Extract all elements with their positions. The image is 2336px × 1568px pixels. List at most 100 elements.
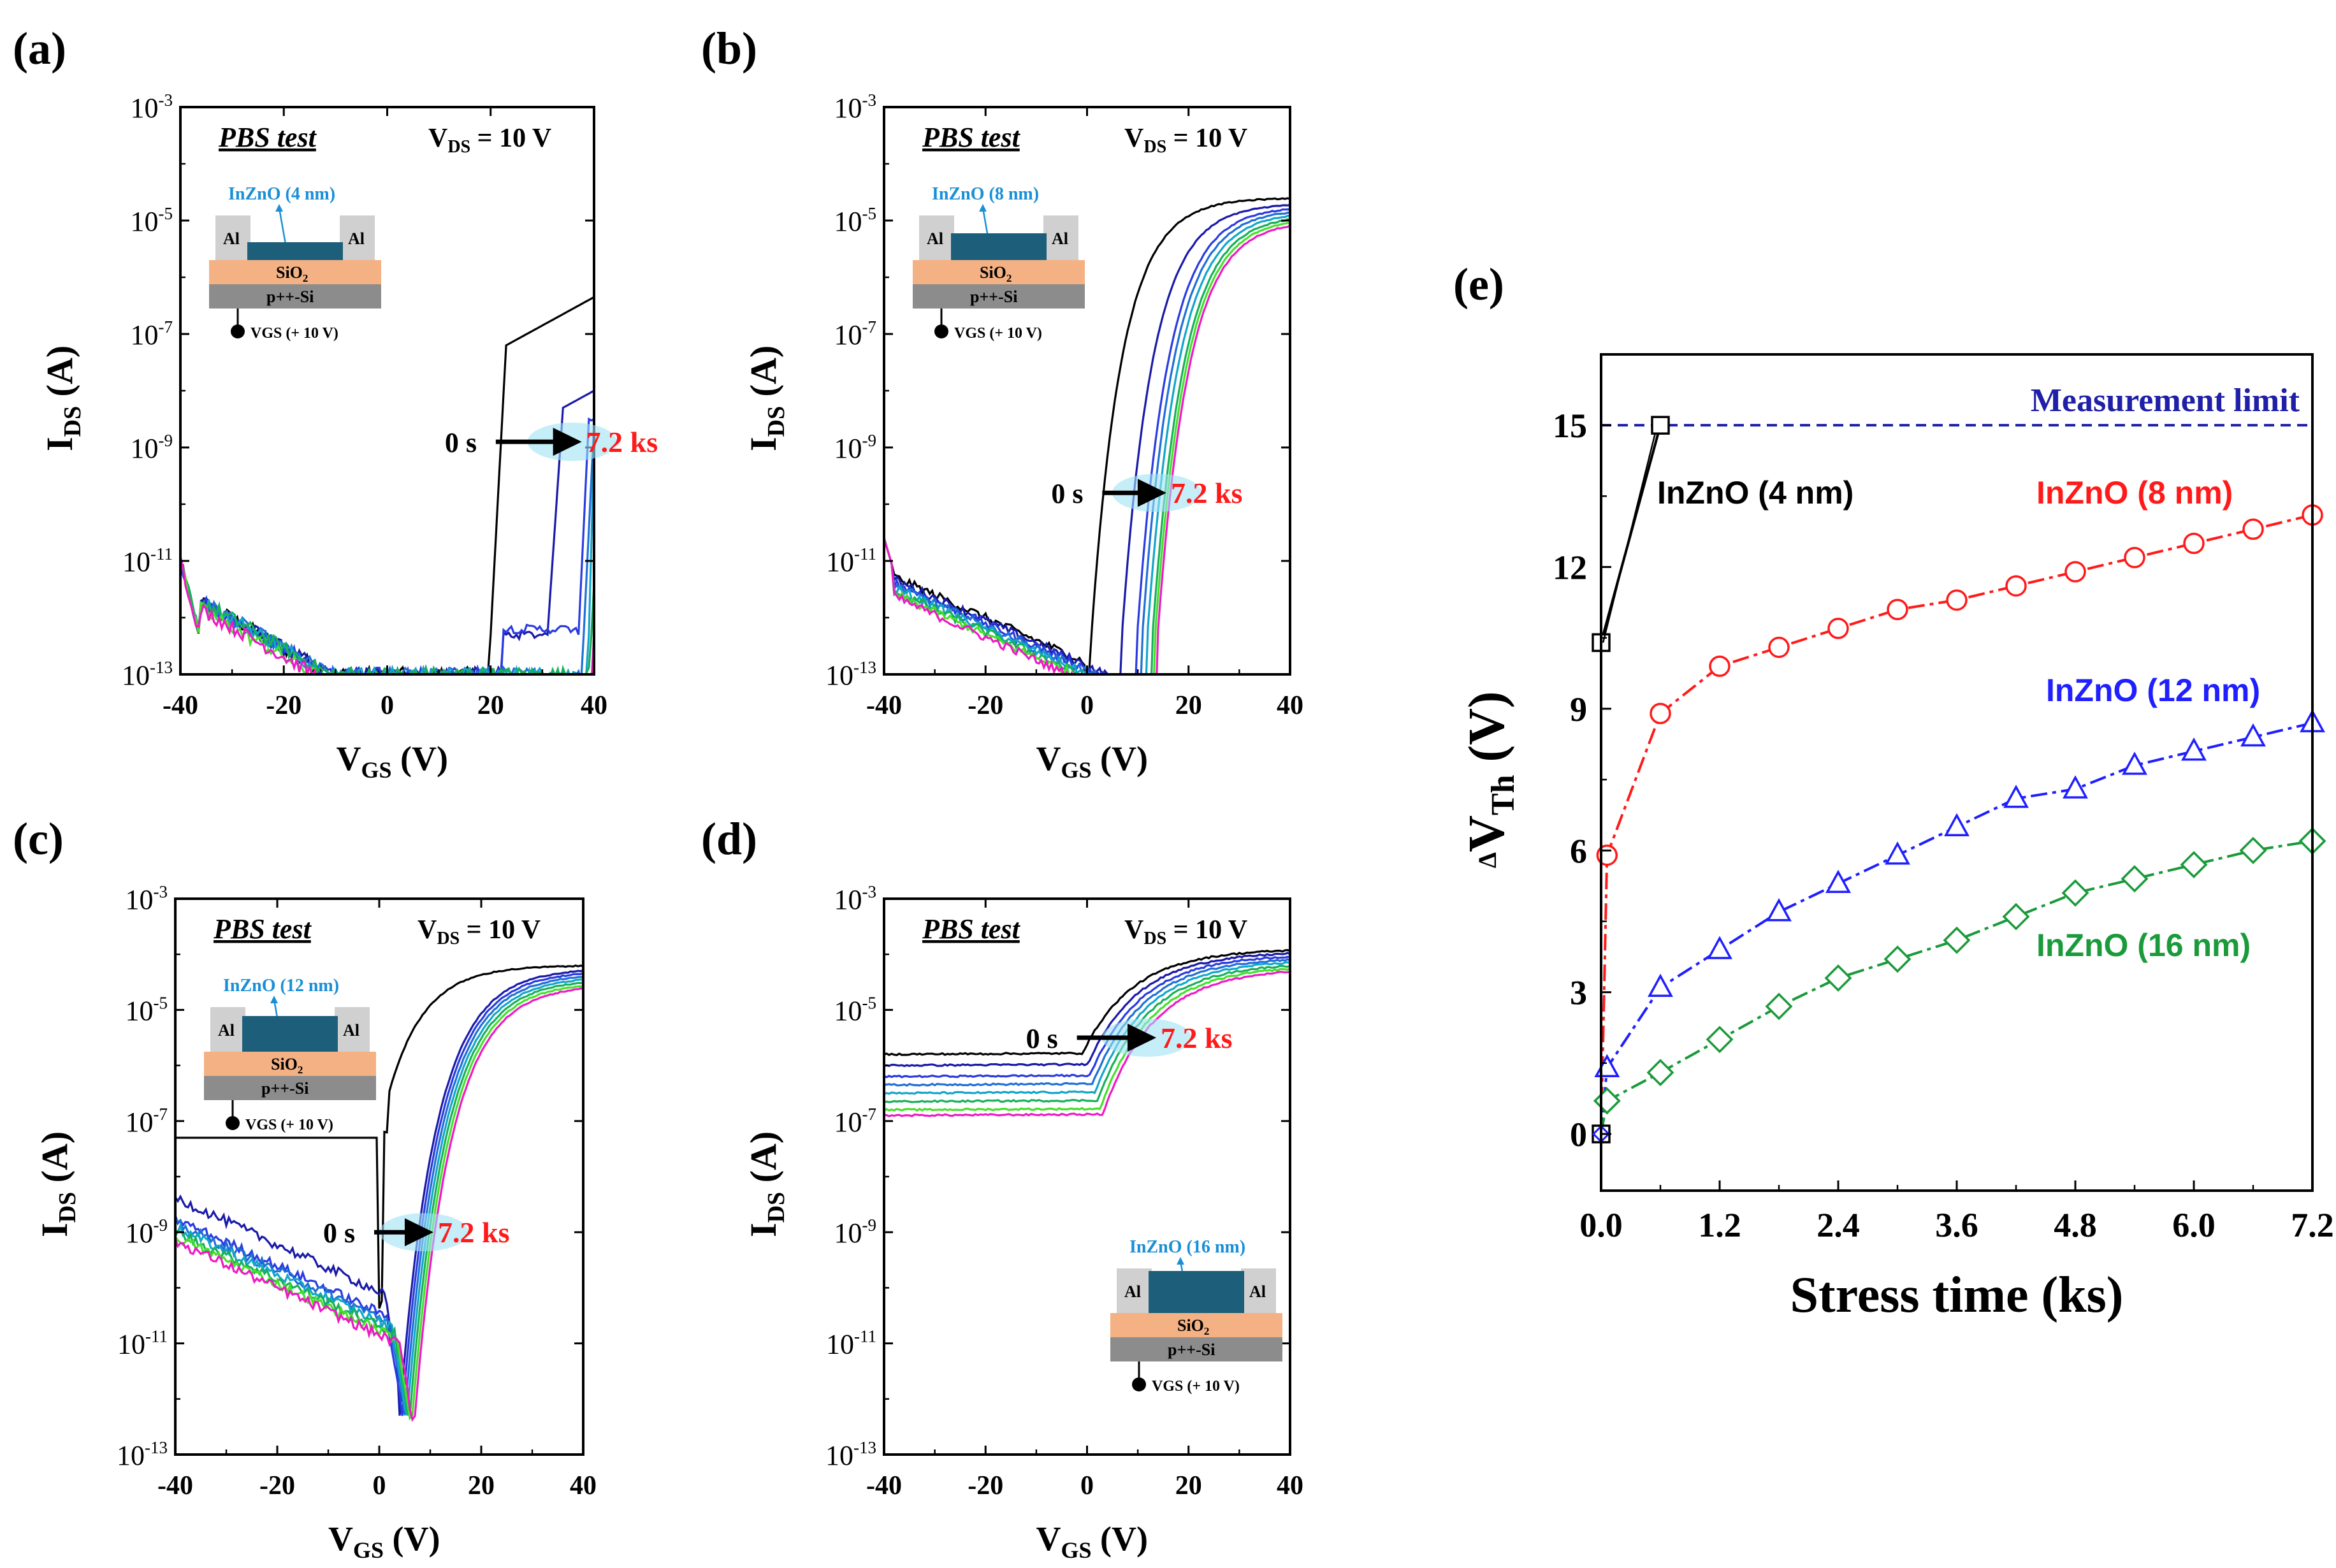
inset-al-left: Al bbox=[1124, 1282, 1141, 1301]
transfer-curve-7 bbox=[175, 987, 583, 1422]
panel-c: (c) -40 -20 0 20 40 10-13 10-11 10-9 10-7 10-5 10-3… bbox=[13, 813, 597, 1563]
marker-circle bbox=[1887, 599, 1908, 621]
x-tick-label: 20 bbox=[468, 1471, 495, 1500]
transfer-curve-2 bbox=[180, 417, 594, 674]
marker-diamond bbox=[2121, 865, 2149, 893]
inset-substrate bbox=[1110, 1337, 1282, 1361]
y-axis-label: IDS (A) bbox=[39, 345, 86, 451]
marker-diamond bbox=[1706, 1026, 1734, 1054]
transfer-curve-0 bbox=[884, 197, 1290, 674]
y-axis-label: IDS (A) bbox=[34, 1131, 81, 1237]
x-tick-label: -20 bbox=[968, 1471, 1003, 1500]
inset-gate-label: VGS (+ 10 V) bbox=[250, 325, 338, 342]
inset-substrate-label: p++-Si bbox=[261, 1079, 308, 1098]
marker-circle bbox=[1650, 702, 1671, 725]
x-axis-label: VGS (V) bbox=[337, 739, 449, 783]
marker-triangle bbox=[1648, 973, 1673, 998]
arrow-start-label: 0 s bbox=[445, 427, 477, 458]
x-tick-label: 1.2 bbox=[1698, 1206, 1741, 1244]
inset-al-left: Al bbox=[927, 229, 943, 248]
panel-label: (a) bbox=[13, 23, 66, 74]
stress-arrow-head bbox=[1128, 1024, 1157, 1052]
series-line-2 bbox=[1601, 722, 2312, 1135]
x-tick-label: 4.8 bbox=[2054, 1206, 2097, 1244]
inset-gate-contact bbox=[934, 324, 948, 338]
marker-diamond bbox=[1765, 992, 1793, 1020]
y-tick-label: 9 bbox=[1570, 690, 1587, 729]
transfer-curve-7 bbox=[180, 556, 594, 674]
inset-pointer-head bbox=[270, 996, 278, 1003]
stress-arrow-head bbox=[405, 1218, 433, 1247]
inset-layer-label: InZnO (12 nm) bbox=[223, 976, 339, 996]
inset-gate-label: VGS (+ 10 V) bbox=[245, 1117, 333, 1133]
x-tick-label: 20 bbox=[1175, 1471, 1202, 1500]
inset-contact-right bbox=[1241, 1268, 1276, 1313]
stress-arrow-head bbox=[1137, 479, 1166, 507]
inset-gate-contact bbox=[1132, 1377, 1146, 1391]
inset-dielectric-label: SiO2 bbox=[1177, 1316, 1209, 1337]
marker-diamond bbox=[2180, 851, 2208, 879]
inset-substrate-label: p++-Si bbox=[1168, 1340, 1215, 1359]
series-label-2: InZnO (12 nm) bbox=[2046, 672, 2260, 708]
y-tick-label: 0 bbox=[1570, 1115, 1587, 1154]
panel-label: (c) bbox=[13, 813, 64, 864]
inset-substrate bbox=[913, 284, 1085, 309]
x-tick-label: 40 bbox=[1277, 1471, 1303, 1500]
curves bbox=[180, 296, 594, 674]
x-tick-label: 20 bbox=[477, 691, 504, 720]
inset-al-right: Al bbox=[348, 229, 365, 248]
marker-diamond bbox=[2061, 879, 2089, 907]
marker-diamond bbox=[1943, 926, 1971, 954]
device-inset: InZnO (12 nm) Al Al SiO2 p++-Si VGS (+ 10 V) bbox=[204, 976, 376, 1133]
marker-circle bbox=[2183, 532, 2205, 555]
inset-dielectric bbox=[913, 260, 1085, 284]
y-tick-label: 10-7 bbox=[131, 317, 173, 351]
marker-circle bbox=[1709, 655, 1730, 677]
transfer-curve-7 bbox=[884, 224, 1290, 674]
y-tick-label: 10-7 bbox=[126, 1105, 168, 1138]
marker-circle bbox=[2005, 575, 2027, 597]
inset-al-left: Al bbox=[218, 1021, 235, 1040]
y-tick-label: 10-11 bbox=[826, 544, 876, 577]
y-tick-label: 10-5 bbox=[126, 993, 168, 1026]
arrow-end-label: 7.2 ks bbox=[438, 1216, 509, 1249]
arrow-start-label: 0 s bbox=[1051, 478, 1083, 509]
marker-square bbox=[1651, 416, 1670, 435]
y-axis-label-group: IDS (A) bbox=[39, 345, 86, 451]
x-tick-label: 20 bbox=[1175, 691, 1202, 720]
inset-contact-left bbox=[210, 1007, 245, 1052]
transfer-curve-3 bbox=[180, 425, 594, 674]
inset-substrate bbox=[209, 284, 381, 309]
transfer-curve-1 bbox=[884, 952, 1290, 1068]
panel-b: (b) -40 -20 0 20 40 10-13 10-11 10-9 10-7 10-5 10-3… bbox=[701, 23, 1303, 783]
inset-gate-label: VGS (+ 10 V) bbox=[954, 325, 1042, 342]
inset-channel bbox=[951, 233, 1047, 260]
inset-layer-label: InZnO (4 nm) bbox=[228, 184, 335, 204]
marker-triangle bbox=[2240, 723, 2266, 747]
y-tick-label: 10-7 bbox=[834, 1105, 877, 1138]
x-tick-label: 3.6 bbox=[1935, 1206, 1978, 1244]
series-label-1: InZnO (8 nm) bbox=[2036, 475, 2233, 511]
transfer-curve-5 bbox=[175, 981, 583, 1419]
inset-contact-left bbox=[1117, 1268, 1152, 1313]
marker-diamond bbox=[1646, 1059, 1674, 1087]
x-tick-label: 40 bbox=[570, 1471, 597, 1500]
arrow-end-label: 7.2 ks bbox=[586, 426, 658, 458]
y-tick-label: 10-13 bbox=[825, 1438, 876, 1471]
inset-substrate-label: p++-Si bbox=[970, 287, 1017, 306]
y-tick-label: 10-11 bbox=[826, 1327, 876, 1360]
plot-frame bbox=[883, 897, 1291, 1456]
x-axis-label: VGS (V) bbox=[1036, 1520, 1149, 1563]
inset-channel bbox=[242, 1016, 338, 1052]
inset-contact-left bbox=[919, 215, 954, 260]
x-tick-label: -40 bbox=[157, 1471, 193, 1500]
x-tick-label: 40 bbox=[1277, 691, 1303, 720]
x-tick-label: 0 bbox=[373, 1471, 386, 1500]
panel-label: (d) bbox=[701, 813, 757, 864]
panel-a: (a) -40 -20 0 20 40 10-13 10-11 10-9 10-7 10-5 10-3… bbox=[13, 23, 658, 783]
y-tick-label: 10-3 bbox=[131, 91, 173, 124]
inset-substrate-label: p++-Si bbox=[266, 287, 314, 306]
marker-triangle bbox=[2003, 785, 2029, 808]
inset-gate-label: VGS (+ 10 V) bbox=[1152, 1378, 1240, 1395]
marker-circle bbox=[2242, 518, 2264, 541]
